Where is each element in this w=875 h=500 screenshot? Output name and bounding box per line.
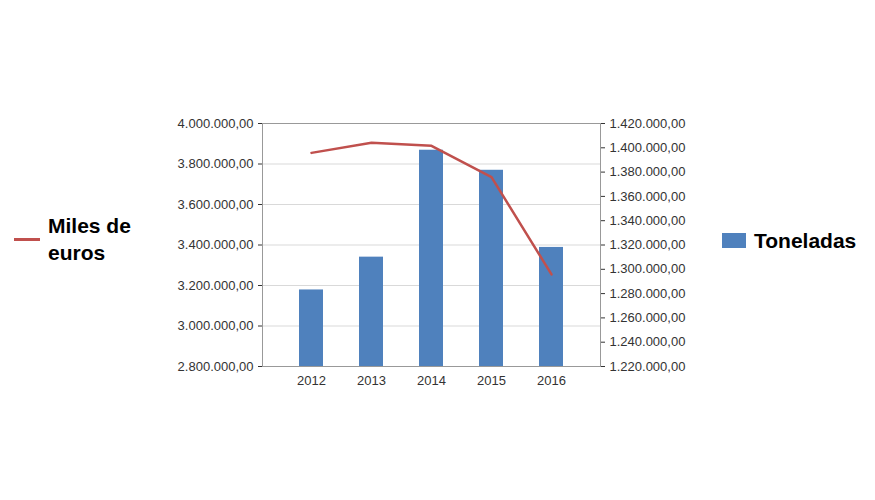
svg-text:1.260.000,00: 1.260.000,00 [610,310,686,325]
svg-text:1.320.000,00: 1.320.000,00 [610,237,686,252]
svg-text:3.200.000,00: 3.200.000,00 [178,278,254,293]
svg-text:1.280.000,00: 1.280.000,00 [610,286,686,301]
svg-text:1.360.000,00: 1.360.000,00 [610,189,686,204]
svg-text:1.420.000,00: 1.420.000,00 [610,116,686,131]
svg-text:2016: 2016 [537,373,566,388]
svg-text:1.380.000,00: 1.380.000,00 [610,164,686,179]
svg-text:3.600.000,00: 3.600.000,00 [178,197,254,212]
html-text:Miles de euros: Miles de euros [48,214,131,265]
html-text:Toneladas: Toneladas [754,229,857,252]
svg-text:1.220.000,00: 1.220.000,00 [610,359,686,374]
svg-text:1.300.000,00: 1.300.000,00 [610,261,686,276]
svg-text:1.240.000,00: 1.240.000,00 [610,334,686,349]
svg-text:4.000.000,00: 4.000.000,00 [178,116,254,131]
svg-text:3.000.000,00: 3.000.000,00 [178,318,254,333]
svg-text:2014: 2014 [417,373,446,388]
svg-text:3.800.000,00: 3.800.000,00 [178,156,254,171]
svg-text:1.340.000,00: 1.340.000,00 [610,213,686,228]
svg-text:2.800.000,00: 2.800.000,00 [178,359,254,374]
svg-text:1.400.000,00: 1.400.000,00 [610,140,686,155]
svg-text:2015: 2015 [477,373,506,388]
svg-text:2012: 2012 [297,373,326,388]
svg-text:2013: 2013 [357,373,386,388]
svg-text:3.400.000,00: 3.400.000,00 [178,237,254,252]
